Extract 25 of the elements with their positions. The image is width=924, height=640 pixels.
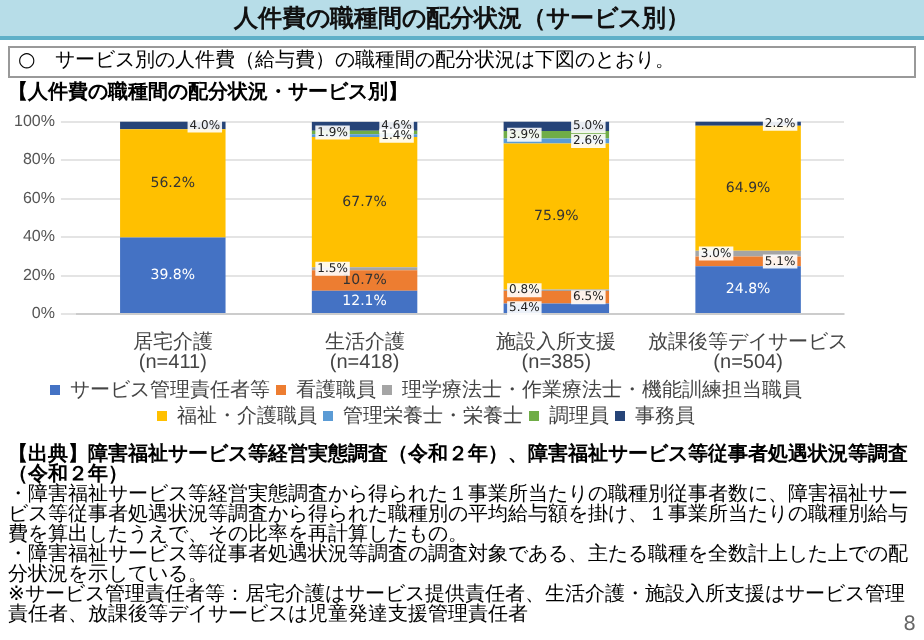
legend-label: 事務員 [635,403,695,428]
y-tick-label: 60% [22,188,55,207]
legend-label: 管理栄養士・栄養士 [343,403,523,428]
legend-label: 調理員 [549,403,609,428]
legend-label: 理学療法士・作業療法士・機能訓練担当職員 [402,377,802,402]
chart-title: 人件費の職種間の配分状況（サービス別） [0,0,924,40]
text: 8 [903,614,916,636]
legend-label: サービス管理責任者等 [70,377,270,402]
x-tick-label: 居宅介護(n=411) [132,329,213,374]
legend-label: 看護職員 [296,377,376,402]
y-tick-label: 0% [31,304,55,323]
legend-label: 福祉・介護職員 [177,403,317,428]
text: ・障害福祉サービス等従事者処遇状況等調査の調査対象である、主たる職種を全数計上した上での配分状況を示している。 [8,544,910,586]
text: 【人件費の職種間の配分状況・サービス別】 [8,82,410,106]
text: ※サービス管理責任者等：居宅介護はサービス提供責任者、生活介護・施設入所支援はサービス管理責任者、放課後等デイサービスは児童発達支援管理責任者 [8,584,905,626]
x-tick-label: 生活介護(n=418) [324,329,405,374]
text: ・障害福祉サービス等経営実態調査から得られた１事業所当たりの職種別従事者数に、障害福祉サービス等従事者処遇状況等調査から得られた職種別の平均給与額を掛け、１事業所当たりの職種別給与費を算出したうえで、その比率を再計算したもの。 [8,484,910,546]
y-tick-label: 100% [13,112,55,131]
x-tick-label: 施設入所支援(n=385) [496,329,617,374]
y-tick-label: 80% [22,150,55,169]
chart-subtitle: ○ サービス別の人件費（給与費）の職種間の配分状況は下図のとおり。 [8,46,916,78]
y-tick-label: 20% [22,265,55,284]
y-tick-label: 40% [22,227,55,246]
x-tick-label: 放課後等デイサービス(n=504) [648,329,849,374]
text: 【出典】障害福祉サービス等経営実態調査（令和２年）、障害福祉サービス等従事者処遇状況等調査（令和２年） [8,444,910,486]
